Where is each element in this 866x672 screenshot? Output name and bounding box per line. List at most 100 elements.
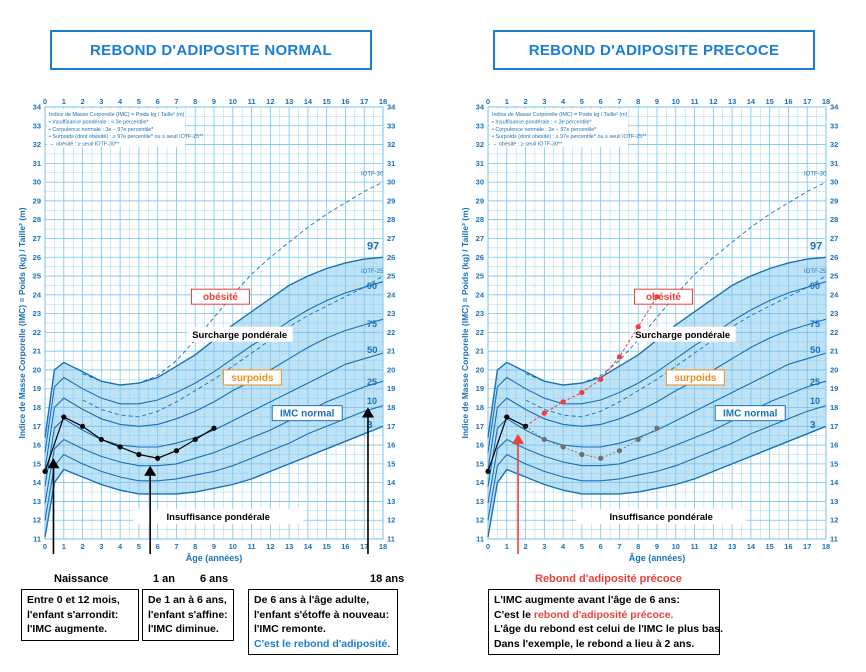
x-tick-label-top: 17 — [360, 97, 368, 106]
curve-label-p90: 90 — [810, 281, 820, 291]
bmi-point — [654, 294, 660, 300]
y-tick-label-right: 14 — [387, 478, 396, 487]
y-tick-label-right: 17 — [830, 422, 838, 431]
note-line: l'enfant s'affine: — [148, 608, 228, 621]
x-tick-label: 14 — [747, 542, 756, 551]
x-tick-label-top: 2 — [80, 97, 84, 106]
zone-label-surcharge: Surcharge pondérale — [635, 330, 730, 341]
curve-label-p3: 3 — [367, 420, 373, 431]
x-tick-label: 12 — [266, 542, 274, 551]
x-tick-label-top: 11 — [248, 97, 256, 106]
x-axis-title: Âge (années) — [629, 552, 686, 563]
curve-label-p75: 75 — [810, 319, 820, 329]
x-tick-label: 3 — [542, 542, 546, 551]
zone-label-obesite: obésité — [203, 292, 238, 303]
zone-box-surcharge — [630, 326, 736, 342]
zone-box-surpoids — [222, 369, 282, 386]
zone-label-obesite: obésité — [646, 292, 681, 303]
y-tick-label-right: 30 — [830, 178, 838, 187]
y-tick-label-right: 12 — [830, 516, 838, 525]
x-tick-label: 1 — [62, 542, 66, 551]
y-tick-label-right: 28 — [387, 215, 395, 224]
curve-label-p25: 25 — [367, 377, 377, 387]
zone-label-insuffisance: Insuffisance pondérale — [610, 512, 713, 523]
legend-line: • Corpulence normale : 3e – 97e percenti… — [49, 127, 154, 133]
curve-label-p97: 97 — [810, 241, 822, 253]
percentile-curve-p90 — [44, 281, 384, 453]
note-line: L'IMC augmente avant l'âge de 6 ans: — [494, 594, 680, 606]
y-tick-label: 21 — [476, 347, 484, 356]
x-tick-label-top: 1 — [505, 97, 509, 106]
bmi-series-line-reference — [525, 425, 658, 459]
x-tick-label: 2 — [523, 542, 527, 551]
x-tick-label-top: 3 — [99, 97, 103, 106]
curve-label-iotf30: IOTF-30 — [804, 171, 827, 177]
bmi-point — [98, 436, 104, 443]
x-tick-label: 12 — [709, 542, 717, 551]
y-tick-label-right: 20 — [387, 365, 395, 374]
y-axis-title: Indice de Masse Corporelle (IMC) = Poids… — [460, 207, 470, 438]
y-tick-label: 15 — [33, 459, 41, 468]
y-tick-label-right: 13 — [387, 497, 395, 506]
x-tick-label-top: 7 — [174, 97, 178, 106]
y-tick-label-right: 32 — [387, 140, 395, 149]
y-tick-label-right: 29 — [387, 196, 395, 205]
x-tick-label: 14 — [304, 542, 313, 551]
curve-label-p50: 50 — [810, 345, 821, 356]
y-tick-label-right: 33 — [830, 121, 838, 130]
zone-box-obesite — [633, 288, 693, 305]
y-tick-label: 18 — [476, 403, 484, 412]
y-tick-label: 31 — [476, 159, 484, 168]
note-line: Dans l'exemple, le rebond a lieu à 2 ans… — [494, 637, 695, 650]
x-axis-title: Âge (années) — [186, 552, 243, 563]
bmi-series-line-precoce — [525, 296, 658, 427]
percentile-curve-p75 — [487, 318, 827, 470]
note-1-6-ans: De 1 an à 6 ans, l'enfant s'affine: l'IM… — [142, 589, 234, 641]
percentile-curve-p10 — [44, 405, 384, 521]
zone-label-surcharge: Surcharge pondérale — [192, 330, 287, 341]
caption-18-ans: 18 ans — [370, 573, 405, 585]
curve-label-p97: 97 — [367, 241, 379, 253]
x-tick-label: 10 — [672, 542, 680, 551]
legend-line: • Surpoids (dont obésité) : ≥ 97e percen… — [49, 134, 204, 140]
note-line: l'IMC diminue. — [148, 623, 219, 635]
bmi-point — [155, 455, 161, 461]
percentile-curve-p50 — [487, 352, 827, 487]
note-text-highlight: rebond d'adiposité précoce. — [533, 608, 674, 621]
bmi-chart-precoce: 0011223344556677889910101111121213131414… — [460, 97, 839, 563]
x-tick-label-top: 12 — [266, 97, 274, 106]
y-tick-label-right: 25 — [387, 272, 395, 281]
y-tick-label-right: 11 — [830, 535, 838, 544]
y-axis-title: Indice de Masse Corporelle (IMC) = Poids… — [17, 207, 27, 438]
y-tick-label: 20 — [33, 365, 41, 374]
legend-line: → obésité : ≥ seuil IOTF-30** — [492, 142, 563, 148]
y-tick-label: 19 — [33, 384, 41, 393]
caption-naissance: Naissance — [54, 573, 109, 585]
x-tick-label-top: 4 — [118, 97, 123, 106]
x-tick-label: 2 — [80, 542, 84, 551]
x-tick-label-top: 16 — [341, 97, 349, 106]
x-tick-label-top: 4 — [561, 97, 566, 106]
y-tick-label-right: 15 — [830, 459, 838, 468]
bmi-reference-point — [654, 425, 660, 431]
x-tick-label: 16 — [784, 542, 792, 551]
y-tick-label: 12 — [33, 516, 41, 525]
arrow-rebond-head — [361, 407, 374, 418]
bmi-reference-point — [598, 455, 604, 461]
x-tick-label-top: 5 — [137, 97, 141, 106]
note-line: Entre 0 et 12 mois, — [27, 594, 120, 606]
bmi-point — [117, 444, 123, 450]
zone-box-obesite — [190, 288, 250, 305]
x-tick-label-top: 18 — [379, 97, 387, 106]
y-tick-label: 28 — [476, 215, 484, 224]
x-tick-label: 8 — [636, 542, 640, 551]
curve-label-iotf25: IOTF-25 — [804, 269, 827, 275]
bmi-point — [61, 414, 67, 420]
y-tick-label-right: 17 — [387, 422, 395, 431]
x-tick-label: 17 — [803, 542, 811, 551]
bmi-point — [541, 410, 547, 416]
note-rebond-precoce: L'IMC augmente avant l'âge de 6 ans: C'e… — [488, 589, 723, 655]
curve-label-p75: 75 — [367, 319, 377, 329]
x-tick-label-top: 1 — [62, 97, 66, 106]
y-tick-label-right: 34 — [830, 103, 839, 112]
